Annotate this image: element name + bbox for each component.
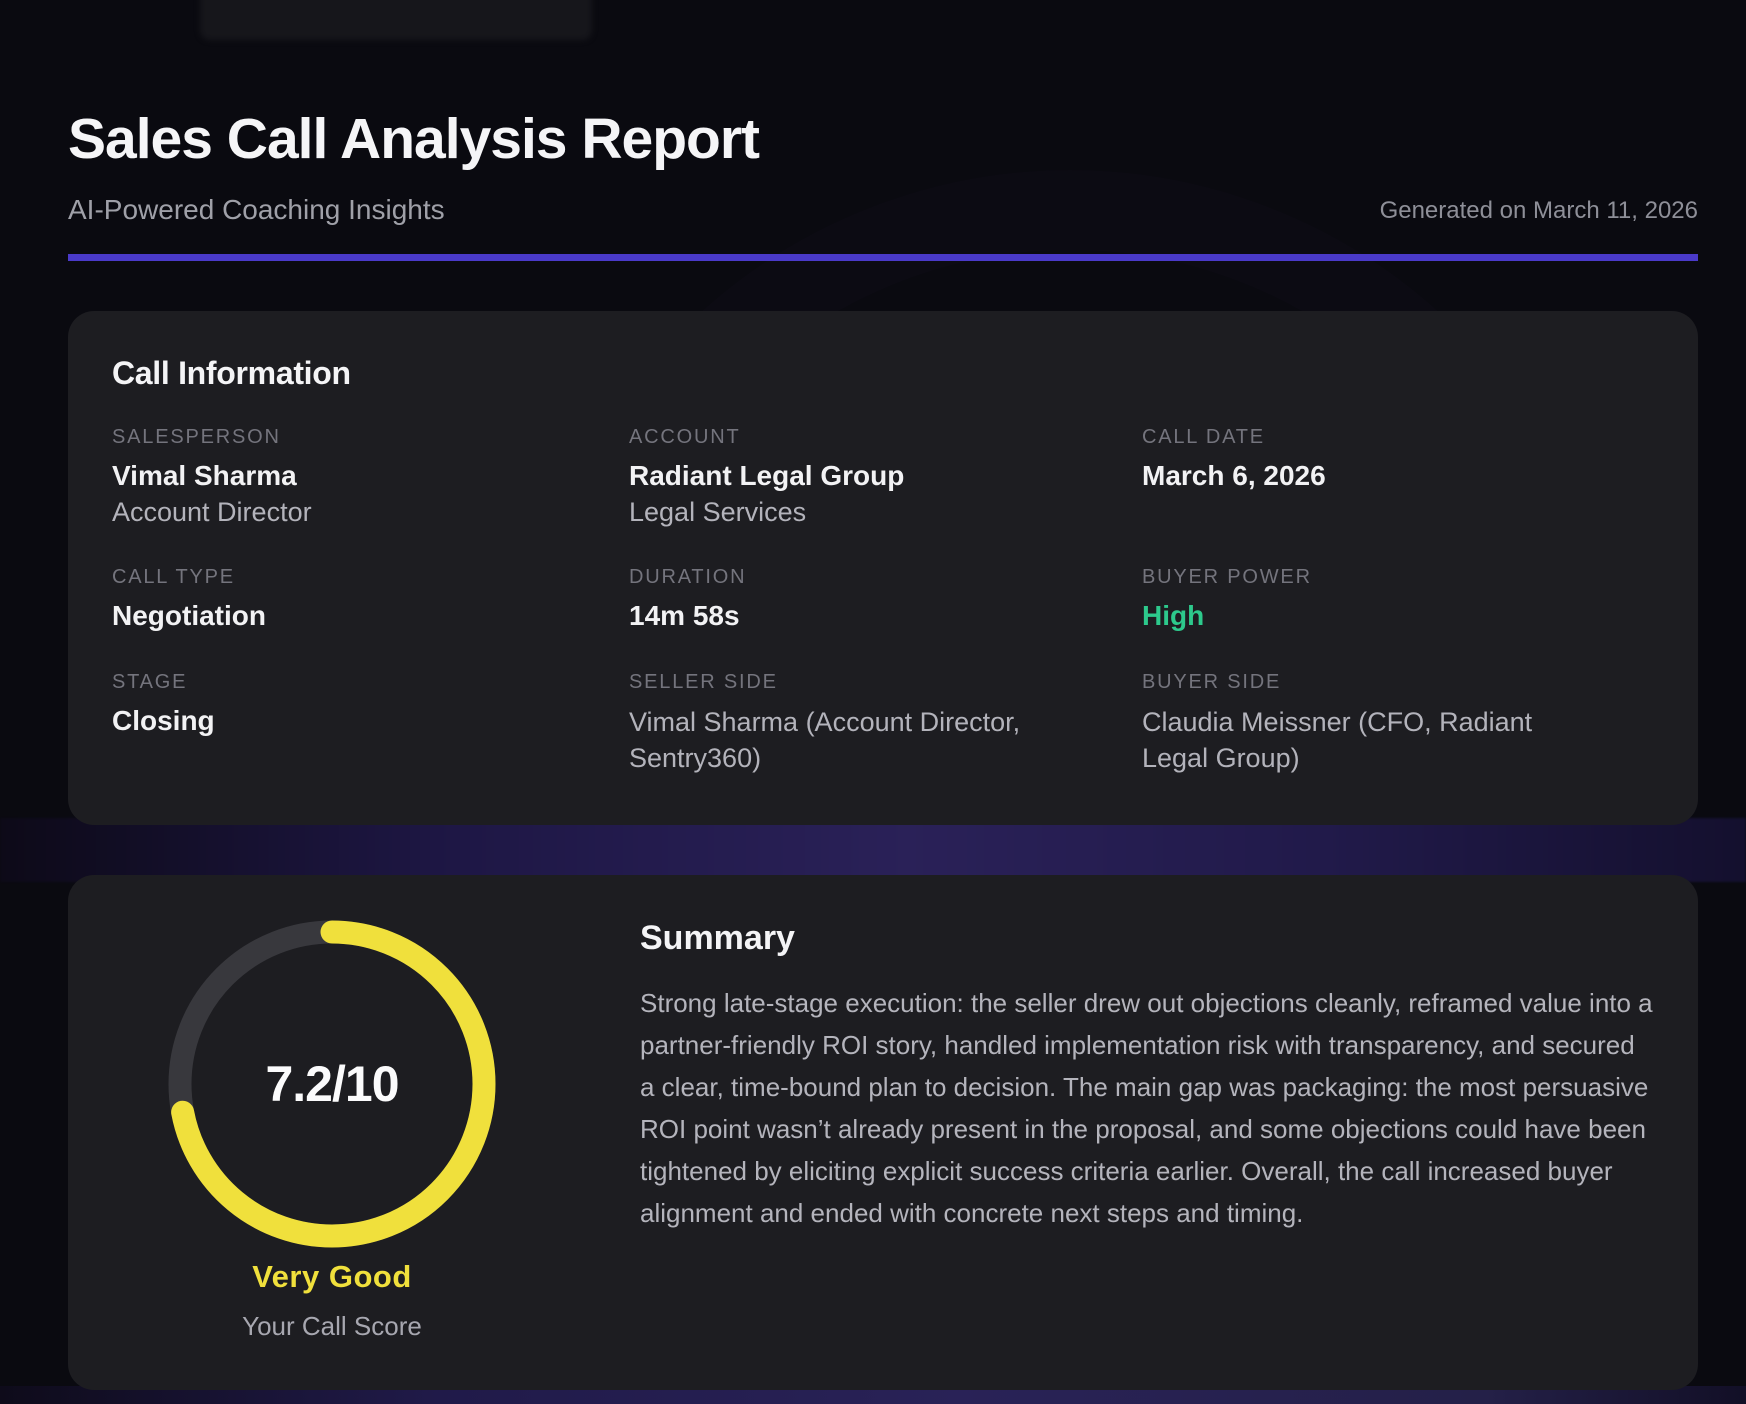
score-ring-progress bbox=[168, 920, 496, 1248]
field-stage: STAGE Closing bbox=[112, 671, 629, 777]
summary-block: Summary Strong late-stage execution: the… bbox=[640, 919, 1654, 1234]
field-value: Negotiation bbox=[112, 600, 266, 632]
score-ring-svg bbox=[168, 920, 496, 1248]
field-value: 14m 58s bbox=[629, 600, 740, 632]
field-label: STAGE bbox=[112, 671, 188, 694]
field-value: Closing bbox=[112, 705, 215, 737]
field-label: SALESPERSON bbox=[112, 425, 281, 448]
call-information-card: Call Information SALESPERSON Vimal Sharm… bbox=[68, 310, 1698, 825]
field-value-buyer-power: High bbox=[1142, 600, 1205, 632]
background-purple-band bbox=[0, 818, 1746, 882]
field-buyer-side: BUYER SIDE Claudia Meissner (CFO, Radian… bbox=[1142, 671, 1654, 777]
page-title: Sales Call Analysis Report bbox=[68, 107, 760, 171]
field-salesperson: SALESPERSON Vimal Sharma Account Directo… bbox=[112, 426, 629, 529]
field-label: ACCOUNT bbox=[629, 425, 741, 448]
field-seller-side: SELLER SIDE Vimal Sharma (Account Direct… bbox=[629, 671, 1142, 777]
call-information-grid: SALESPERSON Vimal Sharma Account Directo… bbox=[112, 426, 1654, 777]
field-label: DURATION bbox=[629, 566, 747, 589]
generated-date: Generated on March 11, 2026 bbox=[1379, 196, 1698, 224]
field-value: Radiant Legal Group bbox=[629, 459, 905, 491]
background-glow bbox=[200, 0, 592, 40]
field-call-date: CALL DATE March 6, 2026 bbox=[1142, 426, 1654, 529]
field-value: Claudia Meissner (CFO, Radiant Legal Gro… bbox=[1142, 707, 1533, 774]
field-sub: Legal Services bbox=[629, 497, 807, 528]
field-label: CALL TYPE bbox=[112, 566, 235, 589]
field-call-type: CALL TYPE Negotiation bbox=[112, 566, 629, 633]
background-bottom-band bbox=[0, 1386, 1746, 1404]
field-label: BUYER SIDE bbox=[1142, 671, 1282, 694]
summary-heading: Summary bbox=[640, 918, 795, 957]
field-value: March 6, 2026 bbox=[1142, 459, 1326, 491]
score-rating: Very Good bbox=[252, 1258, 412, 1294]
field-value: Vimal Sharma (Account Director, Sen­try3… bbox=[629, 707, 1021, 774]
field-label: CALL DATE bbox=[1142, 425, 1265, 448]
score-summary-card: 7.2/10 Very Good Your Call Score Summary… bbox=[68, 874, 1698, 1390]
field-buyer-power: BUYER POWER High bbox=[1142, 566, 1654, 633]
summary-text: Strong late-stage execution: the seller … bbox=[640, 987, 1653, 1228]
field-value: Vimal Sharma bbox=[112, 459, 297, 491]
field-account: ACCOUNT Radiant Legal Group Legal Servic… bbox=[629, 426, 1142, 529]
header-divider bbox=[68, 253, 1698, 261]
score-value: 7.2/10 bbox=[265, 1055, 399, 1112]
score-ring: 7.2/10 bbox=[167, 919, 497, 1249]
call-score-block: 7.2/10 Very Good Your Call Score bbox=[112, 919, 552, 1342]
field-sub: Account Director bbox=[112, 497, 312, 528]
page-subtitle: AI-Powered Coaching Insights bbox=[68, 193, 445, 225]
field-label: BUYER POWER bbox=[1142, 566, 1312, 589]
call-information-heading: Call Information bbox=[112, 354, 351, 391]
field-duration: DURATION 14m 58s bbox=[629, 566, 1142, 633]
field-label: SELLER SIDE bbox=[629, 671, 778, 694]
score-caption: Your Call Score bbox=[242, 1310, 422, 1341]
header-row: AI-Powered Coaching Insights Generated o… bbox=[68, 194, 1698, 226]
